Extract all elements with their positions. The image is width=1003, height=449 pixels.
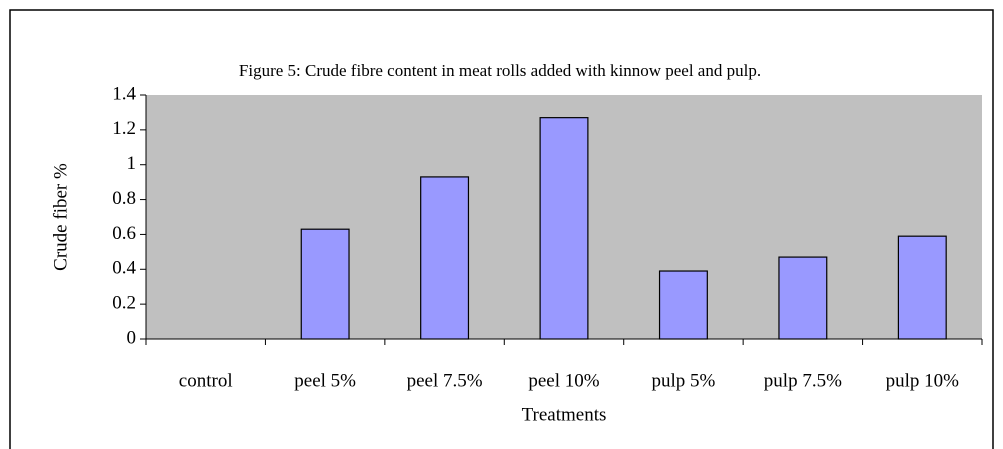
x-tick-label: pulp 7.5%: [764, 370, 842, 391]
y-tick-label: 0.2: [112, 293, 136, 314]
x-tick-label: peel 10%: [528, 370, 599, 391]
bar: [300, 228, 350, 340]
y-tick-label: 0.4: [112, 258, 136, 279]
bar: [539, 117, 589, 340]
x-tick-label: peel 5%: [294, 370, 356, 391]
bar: [897, 235, 947, 340]
x-tick-label: control: [179, 370, 233, 391]
y-tick-label: 1: [127, 153, 137, 174]
y-tick-label: 0: [127, 327, 137, 348]
y-tick-label: 1.4: [112, 83, 136, 104]
bar: [778, 256, 828, 340]
y-tick-label: 0.6: [112, 223, 136, 244]
bar: [658, 270, 708, 340]
chart-frame: [9, 9, 994, 449]
y-tick-label: 0.8: [112, 188, 136, 209]
y-axis-label: Crude fiber %: [50, 163, 71, 271]
x-tick-label: pulp 10%: [886, 370, 960, 391]
x-tick-label: peel 7.5%: [407, 370, 483, 391]
y-tick-label: 1.2: [112, 118, 136, 139]
bar: [420, 176, 470, 340]
x-tick-label: pulp 5%: [651, 370, 715, 391]
x-axis-label: Treatments: [522, 404, 607, 425]
chart-title: Figure 5: Crude fibre content in meat ro…: [239, 61, 761, 80]
